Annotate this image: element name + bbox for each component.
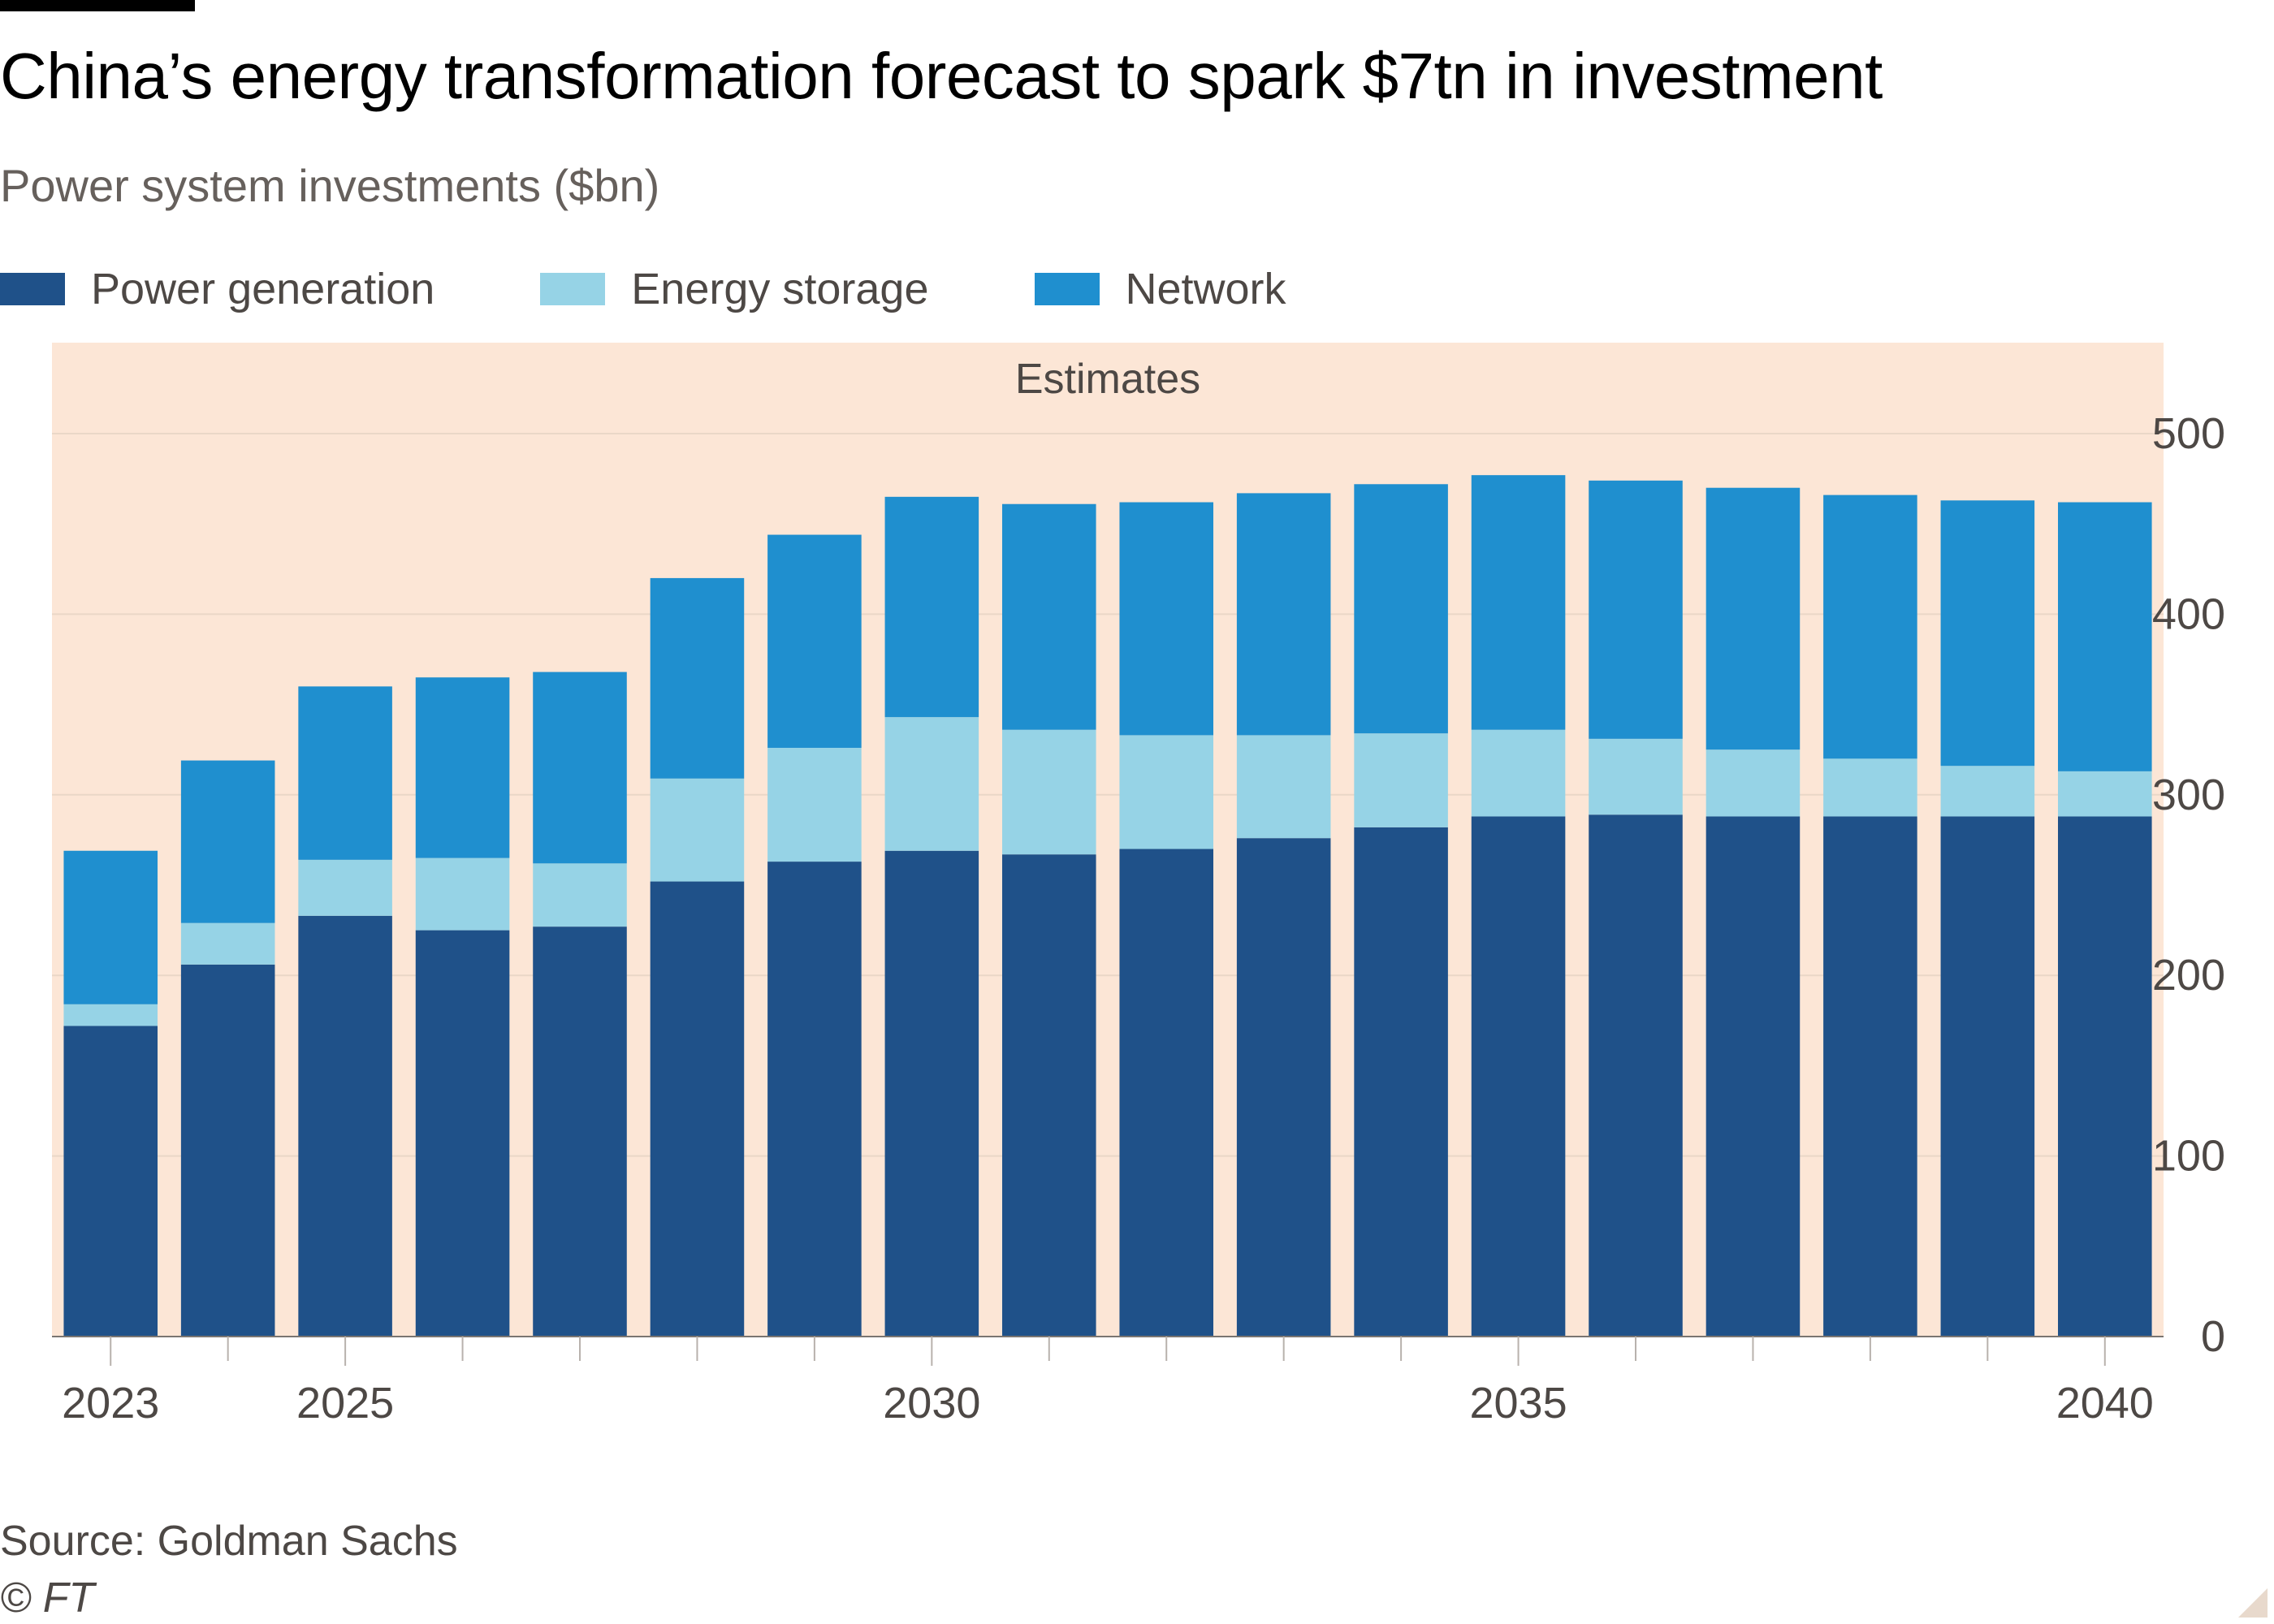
bar-network-2027 bbox=[533, 672, 627, 864]
bar-power-generation-2033 bbox=[1236, 838, 1331, 1337]
legend-label-power-generation: Power generation bbox=[91, 265, 435, 313]
bar-energy-storage-2036 bbox=[1589, 738, 1683, 815]
copyright-note: © FT bbox=[0, 1574, 95, 1622]
y-tick-label-400: 400 bbox=[2152, 590, 2225, 638]
bars bbox=[63, 475, 2152, 1337]
bar-network-2040 bbox=[2058, 502, 2152, 771]
bar-power-generation-2034 bbox=[1354, 827, 1448, 1337]
bar-power-generation-2029 bbox=[767, 862, 862, 1337]
bar-power-generation-2035 bbox=[1471, 816, 1566, 1337]
bar-network-2033 bbox=[1236, 493, 1331, 736]
bar-network-2035 bbox=[1471, 475, 1566, 730]
bar-network-2023 bbox=[63, 850, 158, 1004]
bar-power-generation-2026 bbox=[415, 930, 510, 1337]
bar-energy-storage-2026 bbox=[415, 857, 510, 931]
bar-energy-storage-2023 bbox=[63, 1004, 158, 1026]
bar-network-2037 bbox=[1706, 487, 1801, 750]
bar-power-generation-2027 bbox=[533, 926, 627, 1337]
x-ticks bbox=[110, 1337, 2106, 1366]
bar-power-generation-2028 bbox=[650, 881, 745, 1337]
bar-network-2028 bbox=[650, 577, 745, 779]
bar-energy-storage-2030 bbox=[884, 717, 979, 851]
legend-item-power-generation: Power generation bbox=[0, 264, 434, 314]
chart-title: China’s energy transformation forecast t… bbox=[0, 40, 1883, 112]
bar-energy-storage-2025 bbox=[298, 859, 392, 916]
corner-mark-icon bbox=[2238, 1588, 2268, 1618]
y-tick-label-0: 0 bbox=[2201, 1312, 2225, 1361]
legend-swatch-network bbox=[1034, 273, 1100, 305]
bar-power-generation-2039 bbox=[1940, 816, 2035, 1337]
x-tick-label-2040: 2040 bbox=[2056, 1379, 2154, 1427]
bar-power-generation-2025 bbox=[298, 915, 392, 1337]
legend-swatch-power-generation bbox=[0, 273, 65, 305]
bar-power-generation-2024 bbox=[180, 964, 275, 1337]
legend: Power generation Energy storage Network bbox=[0, 260, 1392, 318]
bar-energy-storage-2037 bbox=[1706, 749, 1801, 817]
bar-power-generation-2032 bbox=[1119, 849, 1213, 1337]
bar-energy-storage-2024 bbox=[180, 922, 275, 965]
bar-energy-storage-2034 bbox=[1354, 733, 1448, 827]
bar-energy-storage-2033 bbox=[1236, 735, 1331, 839]
legend-item-network: Network bbox=[1034, 264, 1286, 314]
bar-network-2024 bbox=[180, 760, 275, 923]
bar-network-2029 bbox=[767, 534, 862, 748]
bar-network-2036 bbox=[1589, 480, 1683, 739]
x-tick-labels: 2023 2025 2030 2035 2040 bbox=[62, 1379, 2154, 1427]
bar-energy-storage-2035 bbox=[1471, 729, 1566, 817]
bar-power-generation-2023 bbox=[63, 1026, 158, 1337]
y-tick-label-200: 200 bbox=[2152, 951, 2225, 1000]
y-tick-label-500: 500 bbox=[2152, 409, 2225, 458]
bar-network-2026 bbox=[415, 677, 510, 858]
bar-power-generation-2031 bbox=[1002, 854, 1096, 1337]
legend-label-network: Network bbox=[1125, 265, 1286, 313]
bar-network-2031 bbox=[1002, 503, 1096, 730]
y-tick-labels: 0 100 200 300 400 500 bbox=[2152, 409, 2225, 1361]
bar-network-2038 bbox=[1823, 495, 1917, 759]
chart-subtitle: Power system investments ($bn) bbox=[0, 160, 660, 211]
gridlines bbox=[52, 433, 2164, 1157]
bar-power-generation-2036 bbox=[1589, 814, 1683, 1337]
estimates-band bbox=[52, 343, 2164, 1337]
bar-power-generation-2037 bbox=[1706, 816, 1801, 1337]
x-tick-label-2035: 2035 bbox=[1469, 1379, 1567, 1427]
estimates-label: Estimates bbox=[1015, 356, 1200, 403]
stacked-bar-chart: Estimates 2023 2025 2030 2035 2040 0 100 200 30… bbox=[52, 343, 2225, 1427]
bar-network-2039 bbox=[1940, 500, 2035, 767]
bar-energy-storage-2038 bbox=[1823, 758, 1917, 817]
y-tick-label-300: 300 bbox=[2152, 771, 2225, 819]
source-note: Source: Goldman Sachs bbox=[0, 1518, 458, 1565]
bar-energy-storage-2027 bbox=[533, 863, 627, 927]
legend-swatch-energy-storage bbox=[540, 273, 606, 305]
bar-power-generation-2030 bbox=[884, 850, 979, 1337]
x-tick-label-2030: 2030 bbox=[883, 1379, 980, 1427]
x-tick-label-2025: 2025 bbox=[296, 1379, 394, 1427]
bar-power-generation-2038 bbox=[1823, 816, 1917, 1337]
bar-energy-storage-2028 bbox=[650, 778, 745, 882]
bar-network-2032 bbox=[1119, 502, 1213, 736]
bar-power-generation-2040 bbox=[2058, 816, 2152, 1337]
x-tick-label-2023: 2023 bbox=[62, 1379, 159, 1427]
legend-label-energy-storage: Energy storage bbox=[631, 265, 929, 313]
bar-energy-storage-2029 bbox=[767, 747, 862, 862]
legend-item-energy-storage: Energy storage bbox=[540, 264, 929, 314]
bar-energy-storage-2039 bbox=[1940, 766, 2035, 817]
bar-network-2034 bbox=[1354, 484, 1448, 734]
y-tick-label-100: 100 bbox=[2152, 1132, 2225, 1181]
bar-network-2025 bbox=[298, 686, 392, 860]
bar-network-2030 bbox=[884, 496, 979, 718]
ft-top-bar bbox=[0, 0, 195, 11]
bar-energy-storage-2040 bbox=[2058, 771, 2152, 817]
bar-energy-storage-2031 bbox=[1002, 729, 1096, 855]
bar-energy-storage-2032 bbox=[1119, 735, 1213, 849]
